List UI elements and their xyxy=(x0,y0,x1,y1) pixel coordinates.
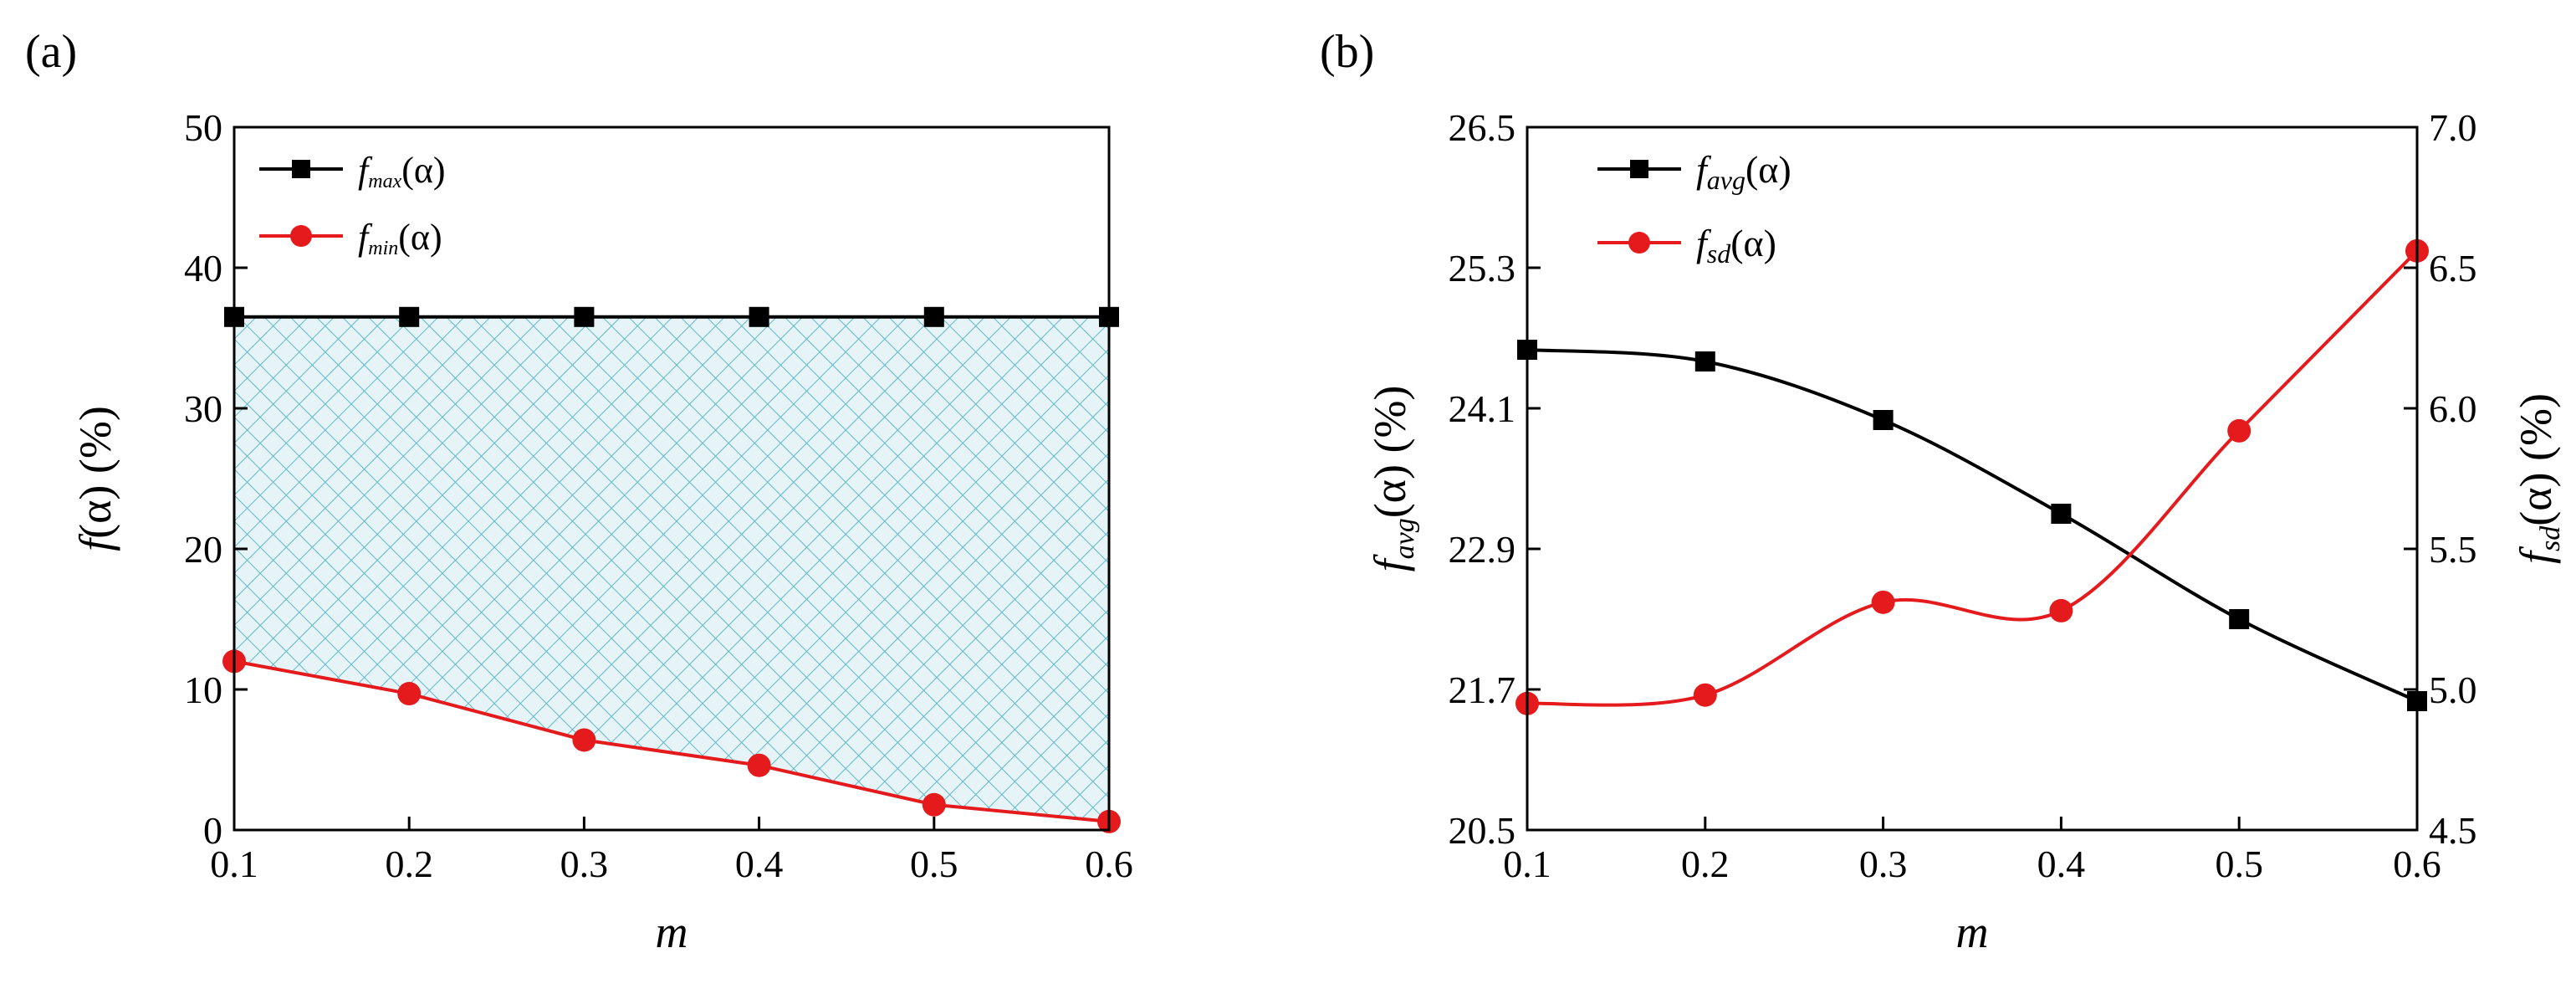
panel-b-label: (b) xyxy=(1320,26,1374,78)
data-point-f_sd xyxy=(2227,418,2251,443)
data-point-f_sd xyxy=(1693,683,1717,707)
data-point-f_avg xyxy=(2051,504,2072,524)
panel-b-left-y-tick-label: 26.5 xyxy=(1449,106,1516,149)
panel-b-left-y-tick-label: 22.9 xyxy=(1449,528,1516,571)
legend-f-max-label: fmax(α) xyxy=(358,150,446,192)
panel-b-left-y-tick-label: 20.5 xyxy=(1449,809,1516,852)
panel-b-chart: (b) 0.1 0.2 0.3 0.4 0.5 0.6 20.5 21.7 22.9 24.1 25… xyxy=(1320,26,2566,957)
legend-f-min-marker xyxy=(290,225,312,247)
panel-b-right-y-tick-label: 5.5 xyxy=(2429,528,2477,571)
data-point-f_sd xyxy=(2049,598,2073,623)
panel-a-x-tick-label: 0.6 xyxy=(1085,843,1133,885)
legend-f-max-sub: max xyxy=(368,171,401,192)
data-point-f_avg xyxy=(1873,410,1894,430)
data-point-f_min xyxy=(747,753,771,777)
panel-a-chart: (a) 0.1 0.2 0.3 0.4 0.5 0.6 0 10 20 30 40 50 m f(α)… xyxy=(25,26,1133,957)
panel-b-right-y-tick-label: 5.0 xyxy=(2429,669,2477,711)
panel-b-left-y-axis-label: favg(α) (%) xyxy=(1365,386,1420,572)
data-point-f_min xyxy=(922,792,946,817)
panel-b-left-y-tick-label: 25.3 xyxy=(1449,247,1516,289)
panel-b-right-y-rest: (α) (%) xyxy=(2511,393,2561,526)
legend-f-sd-label: fsd(α) xyxy=(1696,222,1776,269)
data-point-f_max xyxy=(399,306,420,327)
panel-a-y-label-rest: (α) (%) xyxy=(70,406,120,539)
legend-f-sd-rest: (α) xyxy=(1730,222,1776,264)
panel-a-y-tick-label: 50 xyxy=(184,106,222,149)
panel-a-label: (a) xyxy=(25,26,77,78)
panel-b-x-tick-label: 0.2 xyxy=(1681,843,1730,885)
legend-f-min-rest: (α) xyxy=(398,217,442,258)
panel-b-x-tick-label: 0.5 xyxy=(2215,843,2263,885)
panel-a-x-tick-label: 0.4 xyxy=(735,843,784,885)
panel-a-fill-area xyxy=(234,316,1109,822)
panel-b-left-y-sub: avg xyxy=(1389,518,1420,559)
panel-a-y-axis-label: f(α) (%) xyxy=(70,406,120,551)
panel-b-right-y-tick-label: 7.0 xyxy=(2429,106,2477,149)
panel-a-y-tick-label: 40 xyxy=(184,247,222,289)
legend-f-sd-marker xyxy=(1628,232,1650,254)
series-line-f_sd xyxy=(1526,249,2419,707)
panel-a-y-tick-label: 0 xyxy=(203,809,222,852)
panel-b-x-tick-label: 0.1 xyxy=(1503,843,1551,885)
panel-a-plot-frame xyxy=(233,126,1111,832)
legend-f-max-marker xyxy=(292,160,310,178)
legend-f-min-label: fmin(α) xyxy=(358,217,442,259)
panel-a-x-axis-label: m xyxy=(656,907,688,957)
series-line-f_avg xyxy=(1526,348,2418,703)
panel-b-x-axis-label: m xyxy=(1956,907,1989,957)
data-point-f_avg xyxy=(2229,609,2250,629)
panel-b-x-tick-label: 0.3 xyxy=(1859,843,1908,885)
panel-b-right-y-tick-label: 6.5 xyxy=(2429,247,2477,289)
data-point-f_max xyxy=(574,306,595,327)
panel-a-x-tick-label: 0.5 xyxy=(910,843,958,885)
panel-b-legend: favg(α) fsd(α) xyxy=(1597,148,1791,269)
data-point-f_min xyxy=(572,728,596,752)
data-point-f_sd xyxy=(1871,590,1895,614)
legend-f-avg-label: favg(α) xyxy=(1696,148,1791,195)
legend-f-avg-marker xyxy=(1630,160,1648,178)
panel-b-right-y-axis-label: fsd(α) (%) xyxy=(2511,393,2566,564)
panel-b-left-y-tick-label: 24.1 xyxy=(1449,387,1516,430)
panel-a-y-tick-label: 30 xyxy=(184,387,222,430)
legend-f-avg-sub: avg xyxy=(1707,165,1745,195)
panel-a-x-tick-label: 0.2 xyxy=(385,843,433,885)
panel-b-right-y-tick-label: 6.0 xyxy=(2429,387,2477,430)
panel-a-x-tick-label: 0.1 xyxy=(210,843,258,885)
panel-b-plot-frame xyxy=(1526,126,2419,832)
panel-a-x-tick-label: 0.3 xyxy=(560,843,609,885)
legend-f-avg-rest: (α) xyxy=(1745,148,1791,191)
data-point-f_max xyxy=(923,306,944,327)
panel-b-right-y-sub: sd xyxy=(2535,525,2566,551)
data-point-f_avg xyxy=(1694,351,1715,371)
panel-a-legend: fmax(α) fmin(α) xyxy=(259,150,446,259)
panel-b-left-y-tick-label: 21.7 xyxy=(1449,669,1516,711)
legend-f-max-rest: (α) xyxy=(401,150,445,191)
panel-b-right-y-tick-label: 4.5 xyxy=(2429,809,2477,852)
data-point-f_min xyxy=(397,682,422,706)
panel-a-y-tick-label: 20 xyxy=(184,528,222,571)
legend-f-sd-sub: sd xyxy=(1707,238,1731,269)
panel-b-x-tick-label: 0.6 xyxy=(2393,843,2441,885)
data-point-f_max xyxy=(749,306,769,327)
series-line-f_min xyxy=(233,659,1110,823)
panel-b-x-tick-label: 0.4 xyxy=(2037,843,2086,885)
panel-a-y-tick-label: 10 xyxy=(184,669,222,711)
legend-f-min-sub: min xyxy=(368,238,398,259)
panel-b-left-y-rest: (α) (%) xyxy=(1365,386,1415,519)
